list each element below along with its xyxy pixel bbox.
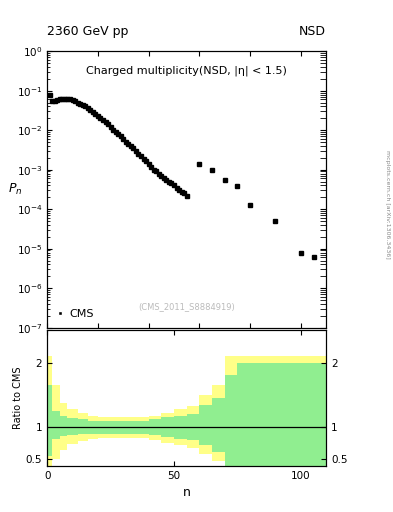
- Text: mcplots.cern.ch [arXiv:1306.3436]: mcplots.cern.ch [arXiv:1306.3436]: [385, 151, 389, 259]
- Text: $P_n$: $P_n$: [8, 182, 22, 197]
- CMS: [311, 254, 316, 261]
- CMS: [126, 141, 131, 147]
- CMS: [95, 113, 100, 119]
- CMS: [90, 109, 95, 115]
- Line: CMS: CMS: [47, 92, 316, 260]
- X-axis label: n: n: [183, 486, 191, 499]
- Text: 2360 GeV pp: 2360 GeV pp: [47, 26, 129, 38]
- Text: Charged multiplicity(NSD, |η| < 1.5): Charged multiplicity(NSD, |η| < 1.5): [86, 65, 287, 76]
- Y-axis label: Ratio to CMS: Ratio to CMS: [13, 367, 23, 430]
- Text: NSD: NSD: [299, 26, 326, 38]
- CMS: [47, 92, 52, 98]
- CMS: [298, 249, 303, 255]
- Text: (CMS_2011_S8884919): (CMS_2011_S8884919): [138, 302, 235, 311]
- Legend: CMS: CMS: [53, 306, 97, 322]
- CMS: [156, 170, 161, 177]
- CMS: [121, 136, 126, 142]
